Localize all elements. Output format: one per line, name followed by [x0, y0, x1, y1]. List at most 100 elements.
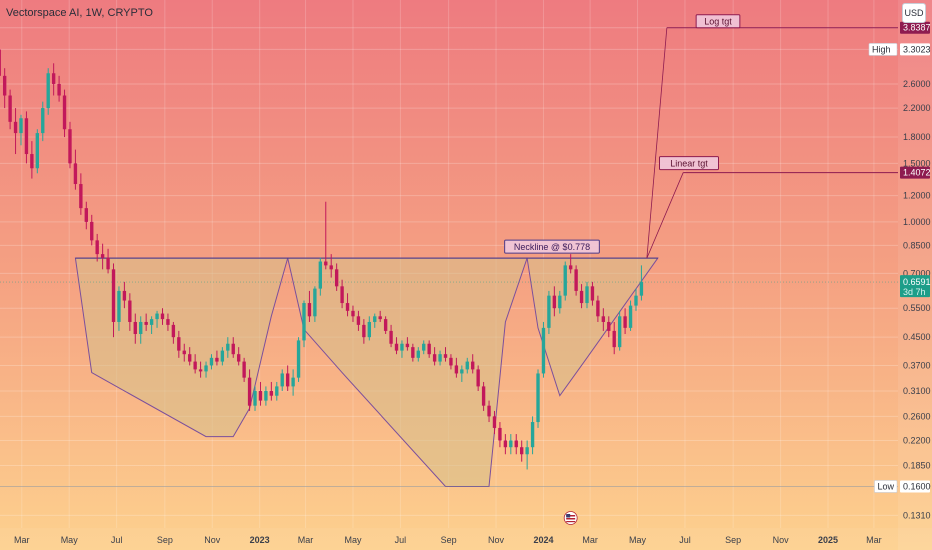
candle[interactable] [487, 400, 491, 423]
candle[interactable] [509, 434, 513, 455]
candle[interactable] [24, 111, 29, 164]
candle[interactable] [8, 89, 12, 130]
candle[interactable] [552, 286, 557, 317]
candle[interactable] [35, 129, 40, 174]
candle[interactable] [73, 149, 78, 190]
candle[interactable] [411, 343, 415, 362]
candle[interactable] [106, 248, 110, 274]
candle[interactable] [296, 337, 301, 382]
candle[interactable] [394, 337, 399, 355]
candle[interactable] [122, 281, 127, 309]
candle[interactable] [634, 288, 638, 311]
candle[interactable] [188, 347, 192, 366]
candle[interactable] [590, 281, 595, 306]
candle[interactable] [340, 279, 344, 309]
candle[interactable] [563, 261, 567, 301]
candle[interactable] [100, 243, 105, 270]
candle[interactable] [422, 340, 426, 355]
candle[interactable] [541, 321, 546, 378]
candle[interactable] [2, 68, 7, 109]
candle[interactable] [30, 141, 34, 179]
candle[interactable] [79, 173, 83, 215]
candle[interactable] [400, 340, 404, 358]
candle[interactable] [324, 201, 328, 270]
candle[interactable] [95, 233, 99, 262]
candle[interactable] [351, 305, 355, 322]
candle[interactable] [514, 434, 518, 455]
candles[interactable] [0, 41, 644, 470]
candle[interactable] [177, 330, 181, 358]
candle[interactable] [623, 308, 627, 335]
candle[interactable] [160, 308, 165, 325]
candle[interactable] [628, 300, 633, 331]
candle[interactable] [46, 68, 50, 115]
candle[interactable] [585, 281, 589, 309]
candle[interactable] [215, 350, 219, 366]
candle[interactable] [383, 316, 388, 335]
candle[interactable] [57, 75, 61, 102]
candle[interactable] [607, 316, 611, 338]
candle[interactable] [264, 386, 268, 406]
candle[interactable] [427, 340, 431, 358]
candle[interactable] [13, 108, 18, 155]
candle[interactable] [226, 337, 230, 358]
candle[interactable] [128, 293, 132, 331]
candle[interactable] [269, 381, 274, 401]
candle[interactable] [367, 316, 371, 341]
candle[interactable] [291, 369, 295, 396]
candle[interactable] [356, 310, 361, 331]
candle[interactable] [117, 286, 121, 331]
candle[interactable] [182, 343, 186, 362]
candle[interactable] [280, 369, 284, 391]
candle[interactable] [149, 316, 154, 335]
candle[interactable] [302, 300, 306, 348]
candle[interactable] [471, 354, 475, 374]
candle[interactable] [220, 347, 225, 366]
price-axis[interactable]: 0.1310 0.1600 0.1850 0.2200 0.2600 0.3100 0.37… [868, 0, 932, 550]
candle[interactable] [476, 365, 480, 391]
candle[interactable] [530, 416, 535, 455]
candle[interactable] [503, 434, 508, 455]
candle[interactable] [449, 354, 453, 370]
candle[interactable] [334, 263, 339, 291]
candle[interactable] [204, 361, 208, 378]
candle[interactable] [492, 410, 497, 435]
candle[interactable] [285, 365, 290, 391]
candle[interactable] [253, 386, 257, 411]
candle[interactable] [465, 357, 469, 374]
candle[interactable] [612, 321, 616, 355]
candle[interactable] [389, 324, 393, 348]
candle[interactable] [171, 321, 176, 344]
currency-button[interactable]: USD [902, 3, 926, 23]
candle[interactable] [111, 263, 116, 338]
candle[interactable] [617, 310, 622, 351]
candle[interactable] [568, 254, 573, 274]
candle[interactable] [68, 121, 72, 169]
candle[interactable] [62, 89, 67, 138]
candle[interactable] [574, 265, 578, 296]
candle[interactable] [166, 313, 170, 331]
candle[interactable] [275, 381, 279, 401]
candle[interactable] [231, 337, 235, 358]
candle[interactable] [520, 440, 524, 462]
candle[interactable] [460, 365, 464, 382]
candle[interactable] [362, 319, 366, 344]
candle[interactable] [596, 295, 600, 322]
candle[interactable] [601, 308, 606, 331]
candle[interactable] [258, 381, 263, 406]
candle[interactable] [432, 347, 437, 366]
candle[interactable] [313, 286, 317, 322]
candle[interactable] [536, 369, 540, 428]
candle[interactable] [209, 354, 214, 370]
candle[interactable] [639, 265, 644, 301]
candle[interactable] [41, 101, 45, 142]
candle[interactable] [378, 310, 382, 322]
candle[interactable] [454, 357, 459, 378]
candle[interactable] [307, 290, 312, 322]
candle[interactable] [84, 201, 88, 230]
candle[interactable] [198, 361, 203, 378]
candle[interactable] [237, 347, 241, 366]
candle[interactable] [0, 41, 1, 84]
